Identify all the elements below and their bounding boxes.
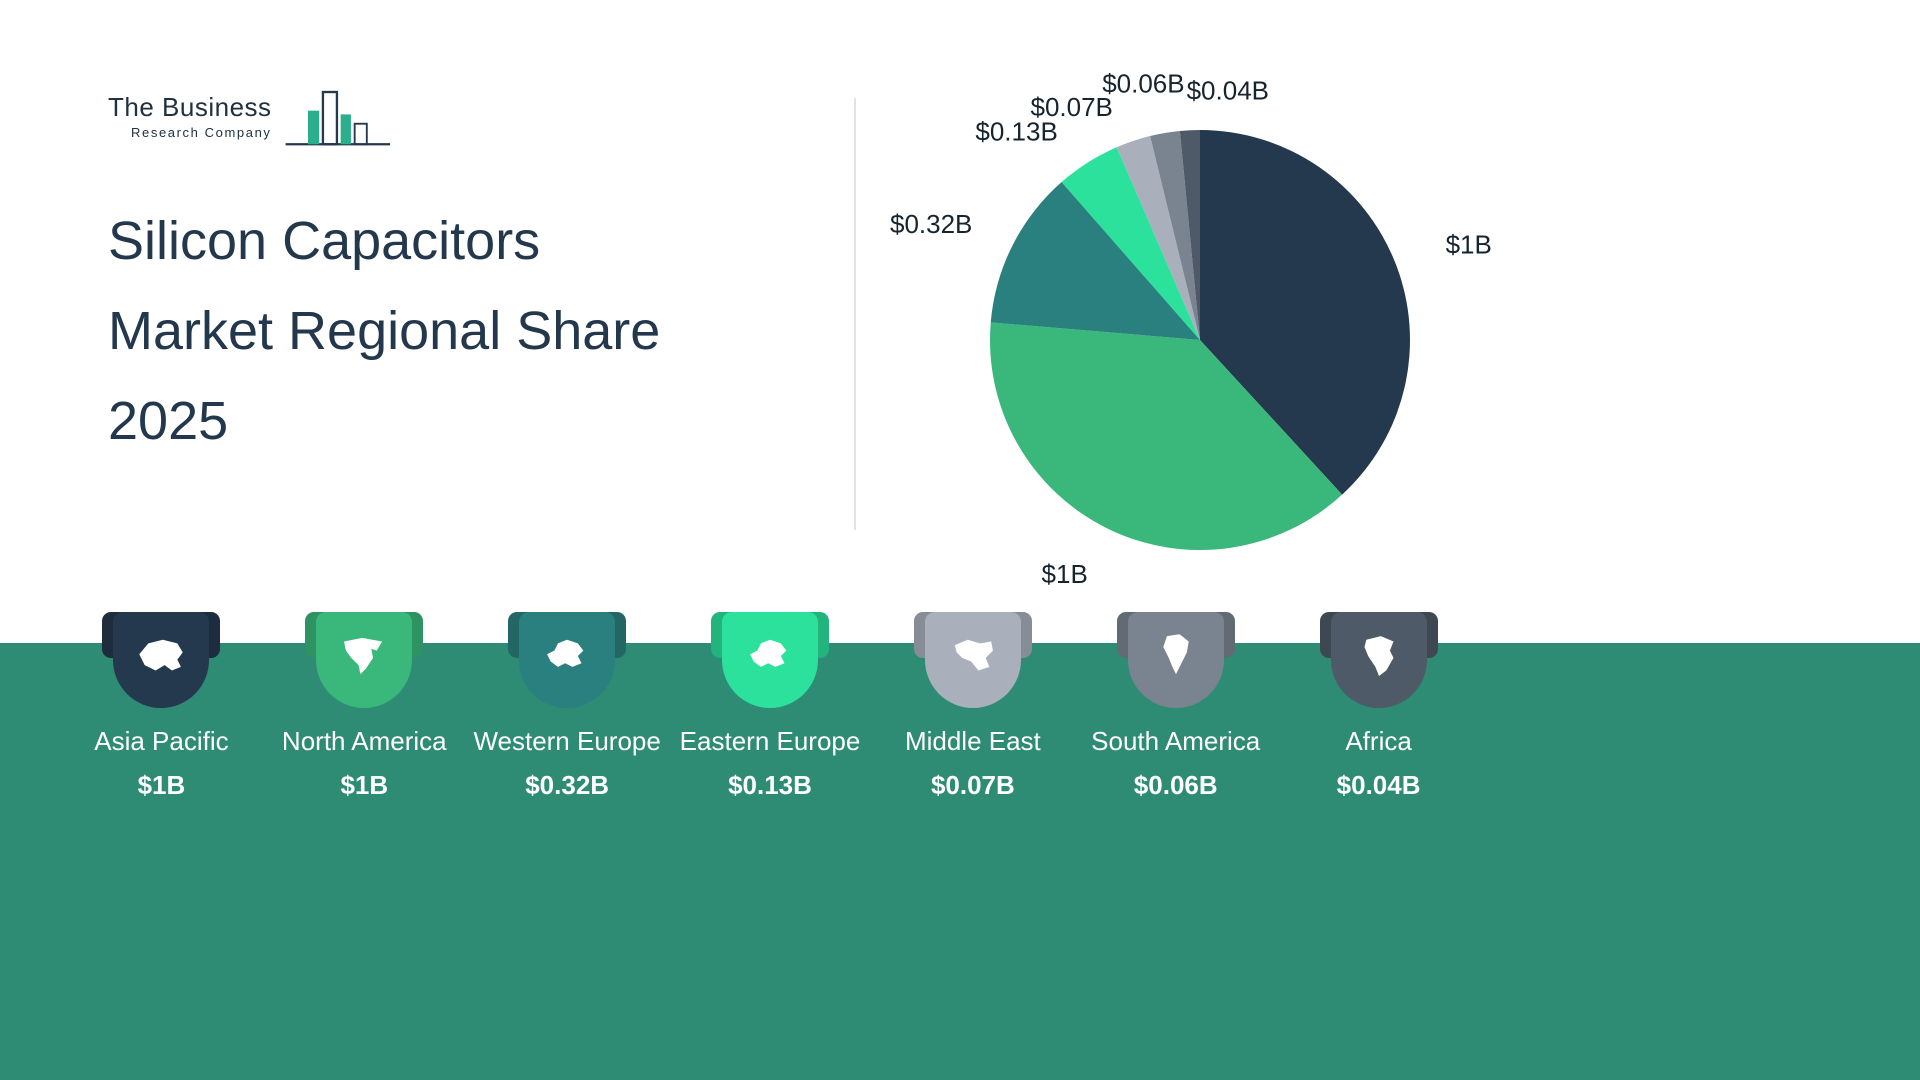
region-badge bbox=[1319, 612, 1438, 710]
pie-slice-south-america bbox=[1150, 130, 1200, 340]
legend-region-label: Western Europe bbox=[473, 726, 661, 756]
logo-text: The Business Research Company bbox=[108, 92, 272, 140]
south-america-map-icon bbox=[1163, 634, 1189, 675]
page-title: Silicon Capacitors Market Regional Share… bbox=[108, 196, 660, 466]
africa-map-icon bbox=[1364, 636, 1394, 676]
region-badge bbox=[711, 612, 829, 710]
pie-value-label-asia-pacific: $1B bbox=[1446, 229, 1492, 259]
vertical-divider bbox=[854, 98, 856, 530]
asia-map-icon bbox=[139, 639, 184, 671]
logo-subtitle: Research Company bbox=[131, 125, 272, 140]
legend-item-north-america: North America $1B bbox=[263, 612, 466, 801]
legend-item-africa: Africa $0.04B bbox=[1277, 612, 1480, 801]
legend-item-asia-pacific: Asia Pacific $1B bbox=[60, 612, 263, 801]
title-line-3: 2025 bbox=[108, 391, 229, 451]
pie-value-label-western-europe: $0.32B bbox=[890, 209, 972, 239]
legend-item-middle-east: Middle East $0.07B bbox=[871, 612, 1074, 801]
pie-slice-asia-pacific bbox=[1200, 130, 1410, 495]
logo: The Business Research Company bbox=[108, 90, 392, 154]
logo-barchart-icon bbox=[285, 90, 390, 146]
badge-front bbox=[316, 612, 413, 708]
legend-region-value: $0.06B bbox=[1133, 770, 1218, 800]
pie-slice-north-america bbox=[990, 322, 1343, 550]
legend-item-eastern-europe: Eastern Europe $0.13B bbox=[669, 612, 872, 801]
region-badge bbox=[1116, 612, 1235, 710]
legend-region-label: North America bbox=[281, 726, 447, 756]
region-badge bbox=[102, 612, 221, 710]
pie-slice-eastern-europe bbox=[1061, 147, 1200, 340]
eastern-europe-map-icon bbox=[750, 639, 787, 667]
legend-item-western-europe: Western Europe $0.32B bbox=[466, 612, 669, 801]
legend-region-label: Eastern Europe bbox=[679, 726, 861, 756]
pie-value-label-eastern-europe: $0.13B bbox=[975, 116, 1057, 146]
legend: Asia Pacific $1B North America $1B Weste… bbox=[60, 612, 1480, 801]
pie-slice-africa bbox=[1179, 130, 1200, 340]
badge-front bbox=[1330, 612, 1427, 708]
pie-value-label-middle-east: $0.07B bbox=[1030, 92, 1112, 122]
region-badge bbox=[305, 612, 424, 710]
western-europe-map-icon bbox=[547, 639, 584, 667]
legend-region-value: $0.04B bbox=[1336, 770, 1421, 800]
region-badge bbox=[508, 612, 627, 710]
pie-slice-middle-east bbox=[1116, 136, 1200, 340]
region-badge bbox=[913, 612, 1032, 710]
legend-region-label: Middle East bbox=[904, 726, 1041, 756]
legend-region-label: South America bbox=[1091, 726, 1261, 756]
badge-front bbox=[722, 612, 818, 708]
legend-region-value: $1B bbox=[340, 770, 389, 800]
legend-region-value: $0.32B bbox=[525, 770, 610, 800]
pie-value-label-africa: $0.04B bbox=[1187, 75, 1269, 105]
middle-east-map-icon bbox=[954, 639, 993, 671]
legend-region-value: $0.07B bbox=[930, 770, 1015, 800]
title-line-2: Market Regional Share bbox=[108, 301, 661, 361]
pie-value-label-south-america: $0.06B bbox=[1102, 69, 1184, 99]
legend-region-value: $1B bbox=[137, 770, 186, 800]
badge-front bbox=[1127, 612, 1224, 708]
legend-item-south-america: South America $0.06B bbox=[1074, 612, 1277, 801]
north-america-map-icon bbox=[344, 637, 383, 675]
badge-front bbox=[519, 612, 616, 708]
pie-value-label-north-america: $1B bbox=[1042, 559, 1088, 589]
title-line-1: Silicon Capacitors bbox=[108, 211, 541, 271]
pie-slice-western-europe bbox=[990, 182, 1200, 340]
legend-band bbox=[0, 643, 1920, 1080]
badge-front bbox=[113, 612, 210, 708]
legend-region-label: Africa bbox=[1345, 726, 1412, 756]
pie-chart: $1B $1B $0.32B $0.13B $0.07B $0.06B $0.04B bbox=[850, 60, 1550, 620]
badge-front bbox=[924, 612, 1021, 708]
logo-name: The Business bbox=[108, 92, 272, 122]
legend-region-value: $0.13B bbox=[728, 770, 812, 800]
legend-region-label: Asia Pacific bbox=[94, 726, 229, 756]
